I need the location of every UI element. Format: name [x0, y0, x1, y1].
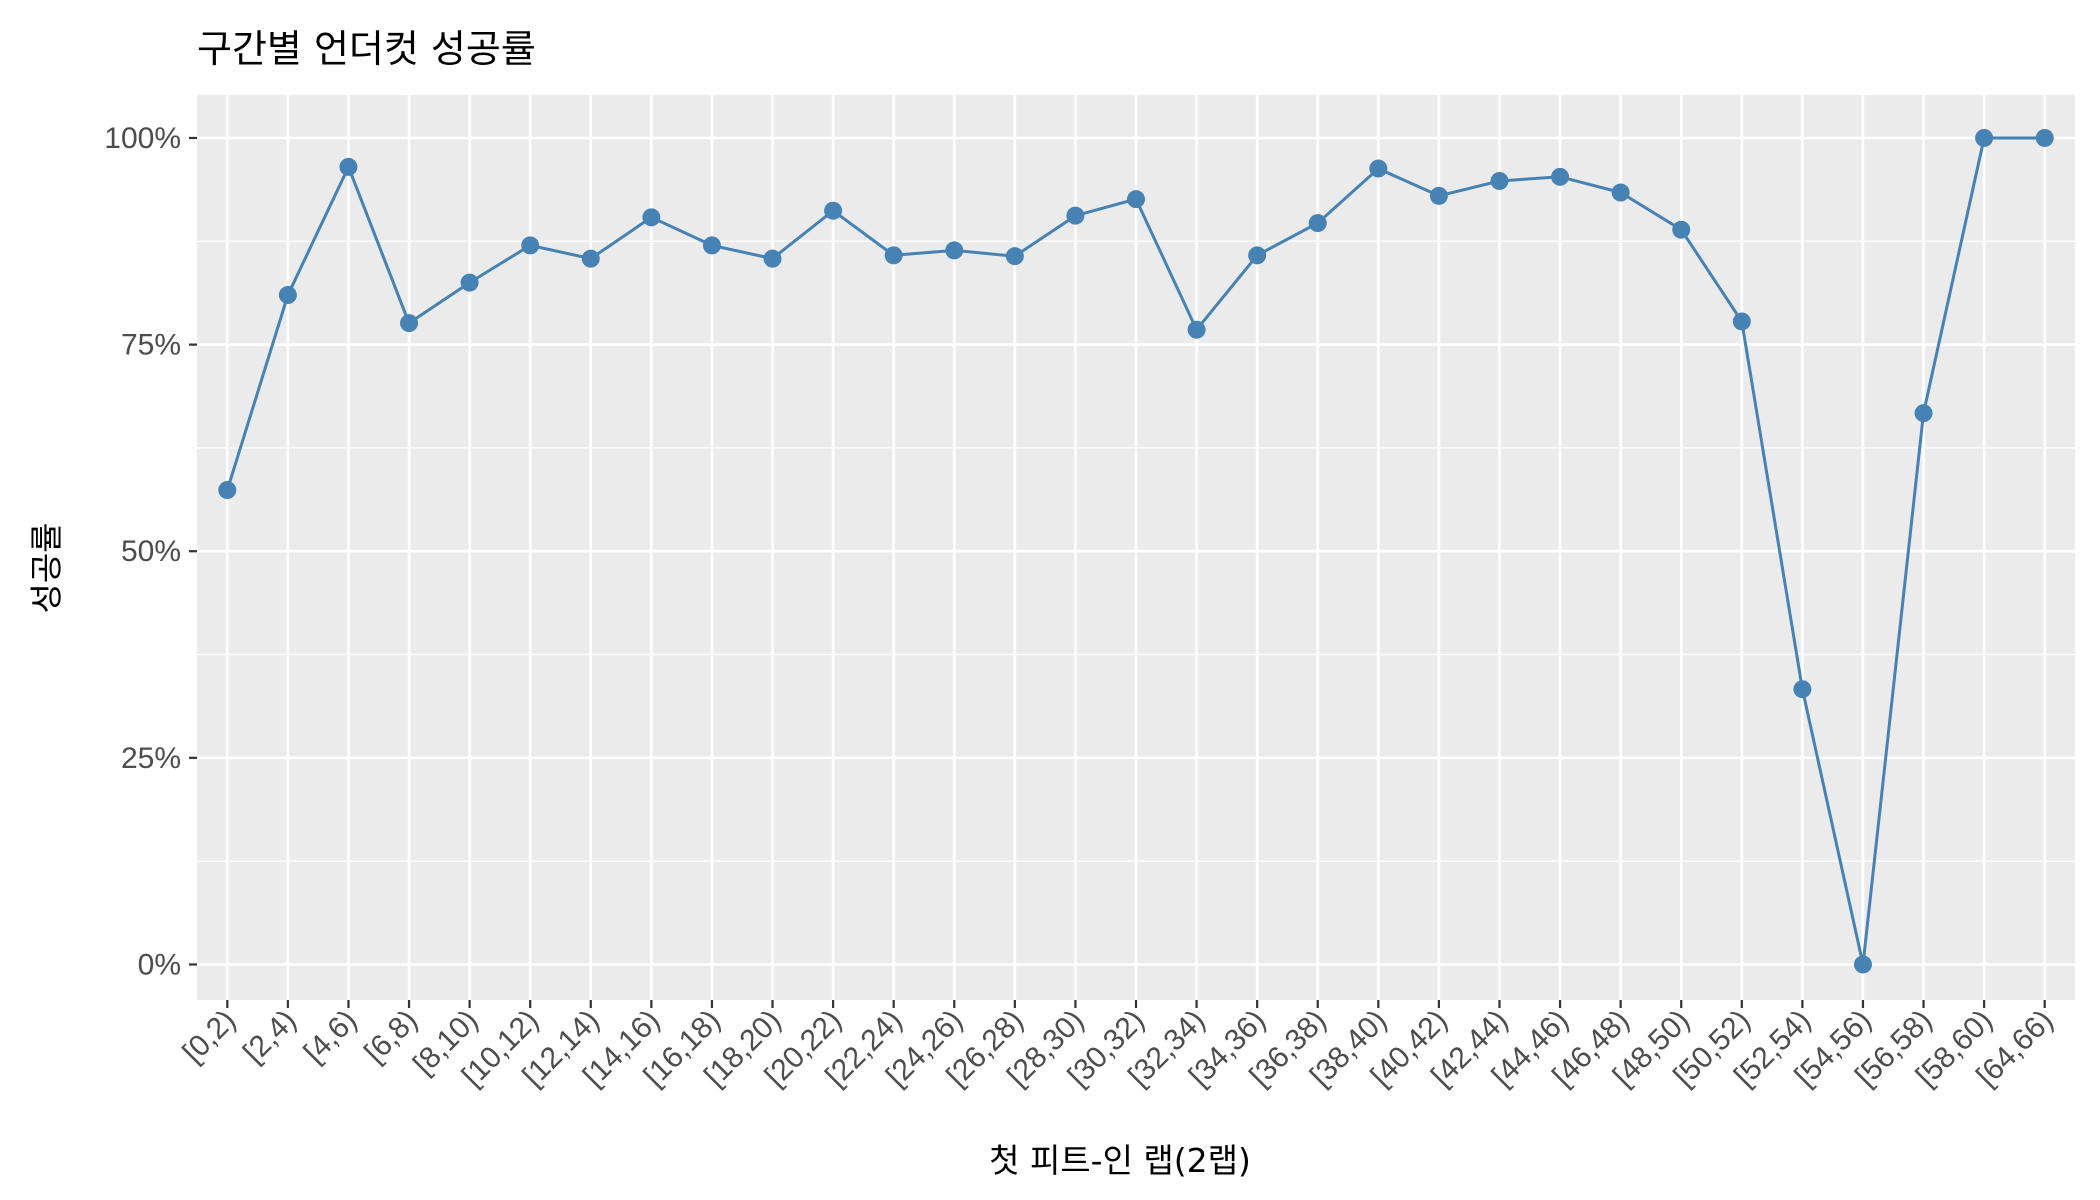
data-point	[1490, 171, 1509, 190]
data-point	[1127, 190, 1145, 209]
data-point	[884, 246, 903, 265]
data-point	[1248, 246, 1267, 265]
data-point	[1066, 206, 1085, 225]
data-point	[824, 201, 843, 220]
y-tick-label: 25%	[121, 742, 181, 775]
x-tick-label: [4,6)	[298, 1004, 364, 1070]
data-point	[400, 314, 419, 333]
series-layer	[218, 128, 2054, 974]
data-point	[1005, 247, 1024, 266]
major-gridlines	[197, 95, 2075, 1000]
x-axis: [0,2)[2,4)[4,6)[6,8)[8,10)[10,12)[12,14)…	[176, 1000, 2060, 1093]
data-point	[460, 273, 479, 292]
chart-title: 구간별 언더컷 성공률	[197, 27, 536, 71]
data-point	[1187, 320, 1206, 339]
data-point	[1853, 955, 1872, 974]
y-tick-label: 0%	[138, 948, 181, 981]
data-point	[1369, 159, 1388, 178]
data-point	[1914, 404, 1933, 423]
y-tick-label: 100%	[104, 122, 181, 155]
y-tick-label: 75%	[121, 329, 181, 362]
y-axis: 0% 25% 50% 75% 100%	[104, 122, 197, 981]
x-tick-label: [0,2)	[176, 1004, 242, 1070]
data-point	[945, 241, 964, 260]
data-point	[218, 481, 237, 500]
data-point	[1429, 186, 1448, 205]
data-point	[1732, 312, 1751, 331]
data-point	[581, 249, 600, 268]
data-point	[1308, 214, 1327, 233]
data-point	[763, 249, 782, 268]
data-point	[1672, 220, 1691, 239]
data-point	[1975, 128, 1994, 147]
data-point	[1551, 167, 1570, 186]
x-tick-label: [2,4)	[237, 1004, 303, 1070]
data-point	[642, 208, 661, 227]
data-point	[1611, 183, 1630, 202]
data-point	[1793, 680, 1812, 699]
y-tick-label: 50%	[121, 535, 181, 568]
x-axis-title: 첫 피트-인 랩(2랩)	[989, 1141, 1251, 1180]
data-point	[2035, 128, 2054, 147]
y-axis-title: 성공률	[27, 522, 66, 613]
data-point	[278, 286, 297, 305]
data-point	[339, 157, 358, 176]
data-point	[702, 236, 721, 255]
data-point	[521, 236, 540, 255]
